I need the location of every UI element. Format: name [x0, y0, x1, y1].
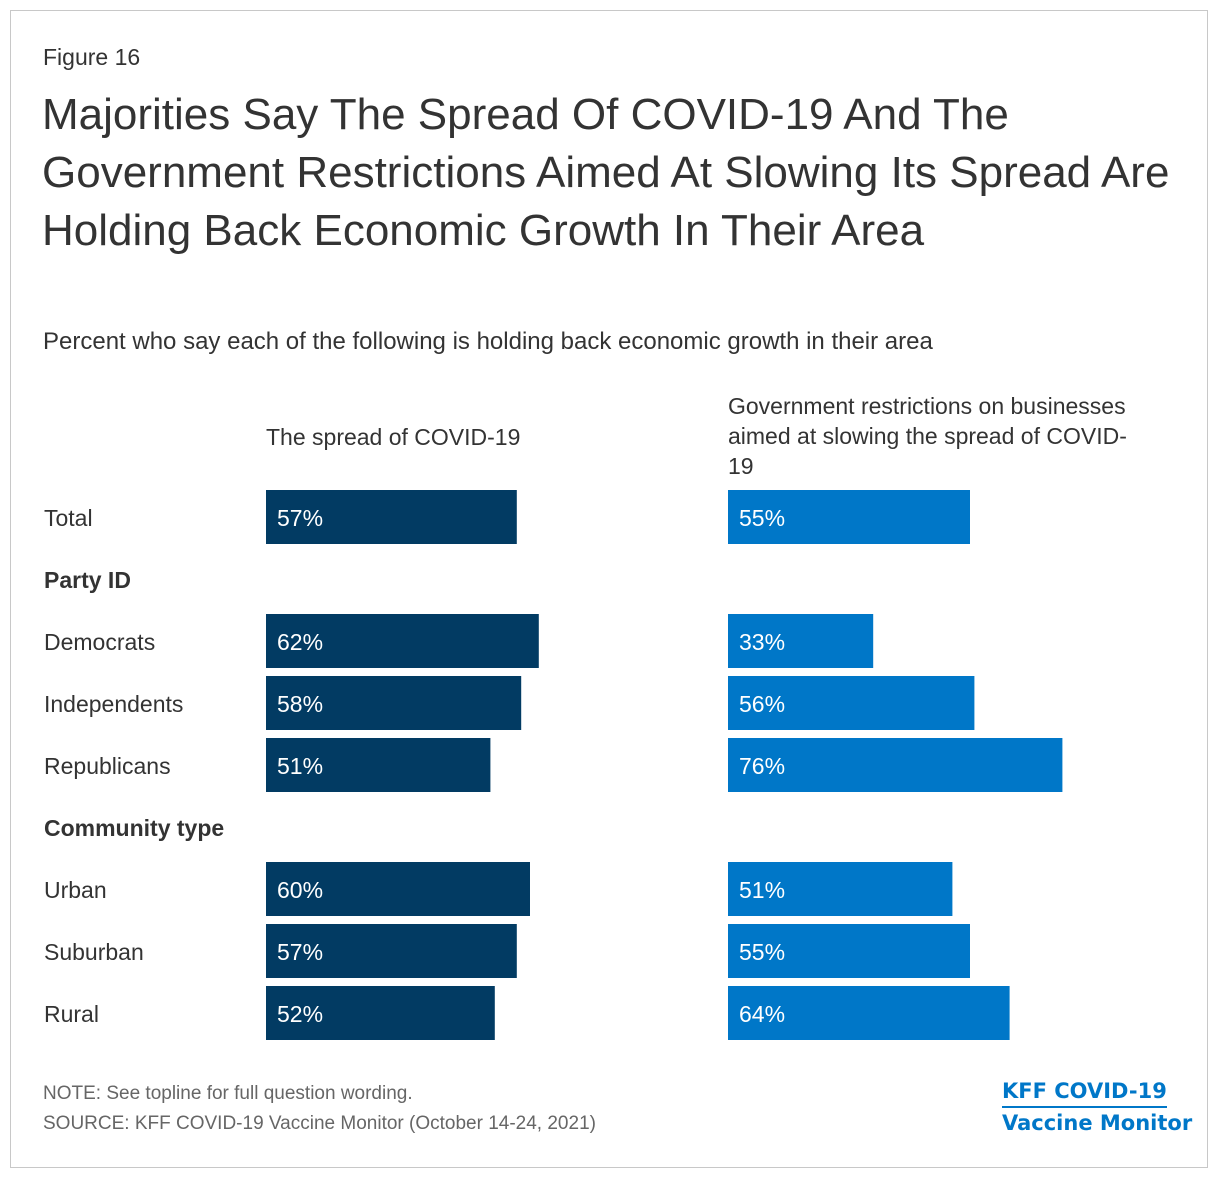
- data-label-s2-democrats: 33%: [739, 629, 785, 655]
- data-label-s1-republicans: 51%: [277, 753, 323, 779]
- bar-s2-democrats: [728, 614, 874, 668]
- chart-title: Majorities Say The Spread Of COVID-19 An…: [42, 90, 1170, 255]
- data-label-s1-independents: 58%: [277, 691, 323, 717]
- category-label-urban: Urban: [44, 877, 107, 903]
- bar-s1-urban: [266, 862, 530, 916]
- group-header-party-id: Party ID: [44, 567, 131, 593]
- logo-line2: Vaccine Monitor: [1002, 1111, 1193, 1135]
- logo-line1: KFF COVID-19: [1002, 1076, 1167, 1108]
- chart-subtitle: Percent who say each of the following is…: [43, 328, 933, 355]
- bar-s2-rural: [728, 986, 1010, 1040]
- bar-s1-republicans: [266, 738, 491, 792]
- bar-s2-republicans: [728, 738, 1063, 792]
- series-2-header: Government restrictions on businesses ai…: [728, 393, 1127, 479]
- group-header-community-type: Community type: [44, 815, 224, 841]
- bar-s2-suburban: [728, 924, 970, 978]
- series-1-header: The spread of COVID-19: [266, 424, 521, 450]
- bar-s1-independents: [266, 676, 522, 730]
- data-label-s1-total: 57%: [277, 505, 323, 531]
- data-label-s2-suburban: 55%: [739, 939, 785, 965]
- data-label-s2-independents: 56%: [739, 691, 785, 717]
- category-label-rural: Rural: [44, 1001, 99, 1027]
- data-label-s1-urban: 60%: [277, 877, 323, 903]
- category-label-suburban: Suburban: [44, 939, 144, 965]
- bar-s1-suburban: [266, 924, 517, 978]
- note-text: NOTE: See topline for full question word…: [43, 1083, 413, 1104]
- data-label-s2-urban: 51%: [739, 877, 785, 903]
- bar-s2-independents: [728, 676, 975, 730]
- bar-s1-democrats: [266, 614, 539, 668]
- data-label-s1-suburban: 57%: [277, 939, 323, 965]
- bar-s2-total: [728, 490, 970, 544]
- category-label-independents: Independents: [44, 691, 183, 717]
- figure-label: Figure 16: [43, 44, 141, 70]
- bar-s1-total: [266, 490, 517, 544]
- kff-logo: KFF COVID-19 Vaccine Monitor: [1002, 1076, 1192, 1138]
- category-label-democrats: Democrats: [44, 629, 155, 655]
- data-label-s1-rural: 52%: [277, 1001, 323, 1027]
- figure-frame: [10, 10, 1208, 1168]
- source-text: SOURCE: KFF COVID-19 Vaccine Monitor (Oc…: [43, 1113, 596, 1134]
- category-label-total: Total: [44, 505, 93, 531]
- data-label-s2-total: 55%: [739, 505, 785, 531]
- data-label-s2-republicans: 76%: [739, 753, 785, 779]
- bar-s2-urban: [728, 862, 953, 916]
- bar-s1-rural: [266, 986, 495, 1040]
- category-label-republicans: Republicans: [44, 753, 171, 779]
- data-label-s2-rural: 64%: [739, 1001, 785, 1027]
- data-label-s1-democrats: 62%: [277, 629, 323, 655]
